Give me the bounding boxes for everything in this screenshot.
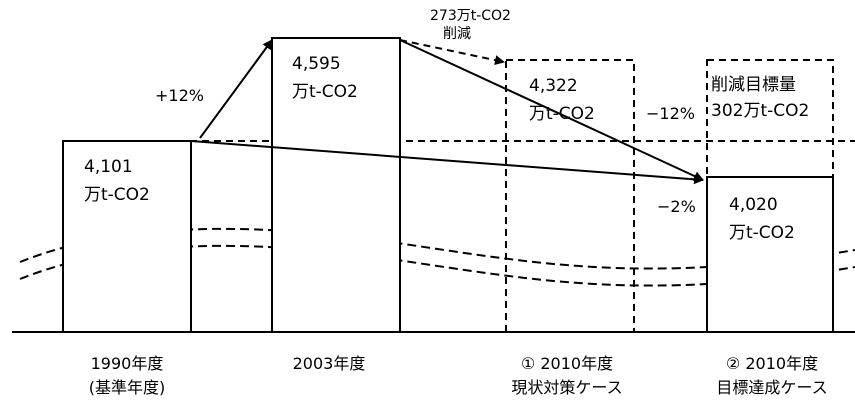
arrow-increase xyxy=(199,39,273,139)
arrow-to-target-from-2003 xyxy=(399,39,704,181)
caption-1990-line2: (基準年度) xyxy=(89,378,166,397)
bar-2010-current-case xyxy=(505,59,635,333)
caption-2010-current-line2: 現状対策ケース xyxy=(511,378,622,397)
caption-2010-target-line1: ② 2010年度 xyxy=(726,354,818,373)
target-vs-current-percent: −12% xyxy=(646,104,695,123)
reduction-target-box xyxy=(706,59,834,178)
bar-2010-target-value: 4,020 xyxy=(729,195,778,215)
bar-2003-unit: 万t-CO2 xyxy=(292,82,358,102)
arrow-reduction-dashed xyxy=(399,39,505,66)
reduction-amount-label: 273万t-CO2 xyxy=(430,8,511,24)
caption-2010-current-line1: ① 2010年度 xyxy=(521,354,613,373)
bar-2010-target-case xyxy=(706,176,834,333)
increase-percent-label: +12% xyxy=(155,86,204,105)
reduction-target-amount: 302万t-CO2 xyxy=(711,101,809,121)
bar-2003-value: 4,595 xyxy=(292,54,341,74)
arrow-to-target-from-1990 xyxy=(190,140,704,185)
bar-2010-current-value: 4,322 xyxy=(529,76,578,96)
caption-2010-target-line2: 目標達成ケース xyxy=(716,378,827,397)
caption-1990-line1: 1990年度 xyxy=(91,354,164,373)
bar-2010-current-unit: 万t-CO2 xyxy=(529,104,595,124)
bar-1990 xyxy=(62,140,192,333)
target-vs-base-percent: −2% xyxy=(657,197,696,216)
reduction-target-title: 削減目標量 xyxy=(711,75,796,95)
bar-1990-value: 4,101 xyxy=(84,157,133,177)
caption-2003-line1: 2003年度 xyxy=(293,354,366,373)
bar-2010-target-unit: 万t-CO2 xyxy=(729,223,795,243)
bar-2003 xyxy=(271,37,401,333)
bar-1990-unit: 万t-CO2 xyxy=(84,185,150,205)
reduction-word-label: 削減 xyxy=(443,25,471,42)
